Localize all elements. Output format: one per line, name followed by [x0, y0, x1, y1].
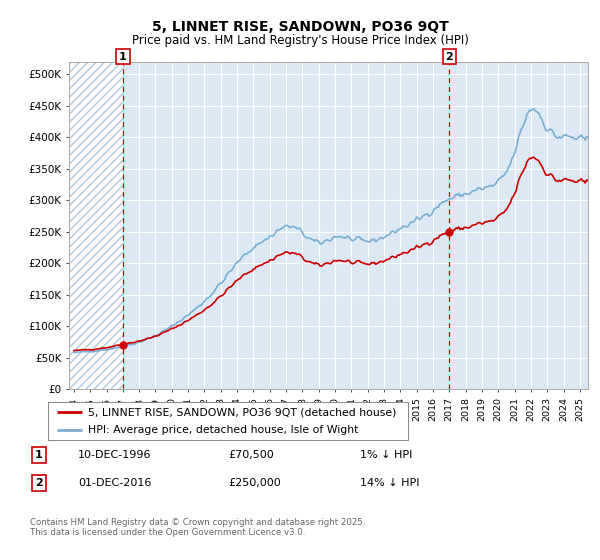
- Text: 1: 1: [119, 52, 127, 62]
- Text: £70,500: £70,500: [228, 450, 274, 460]
- Text: Contains HM Land Registry data © Crown copyright and database right 2025.
This d: Contains HM Land Registry data © Crown c…: [30, 518, 365, 538]
- Text: 2: 2: [445, 52, 453, 62]
- Text: 1: 1: [35, 450, 43, 460]
- Text: 5, LINNET RISE, SANDOWN, PO36 9QT: 5, LINNET RISE, SANDOWN, PO36 9QT: [152, 20, 448, 34]
- Text: 2: 2: [35, 478, 43, 488]
- Text: £250,000: £250,000: [228, 478, 281, 488]
- Bar: [69, 62, 123, 389]
- Text: 01-DEC-2016: 01-DEC-2016: [78, 478, 151, 488]
- Text: Price paid vs. HM Land Registry's House Price Index (HPI): Price paid vs. HM Land Registry's House …: [131, 34, 469, 46]
- Text: HPI: Average price, detached house, Isle of Wight: HPI: Average price, detached house, Isle…: [88, 425, 358, 435]
- Text: 1% ↓ HPI: 1% ↓ HPI: [360, 450, 412, 460]
- Text: 5, LINNET RISE, SANDOWN, PO36 9QT (detached house): 5, LINNET RISE, SANDOWN, PO36 9QT (detac…: [88, 407, 396, 417]
- Text: 10-DEC-1996: 10-DEC-1996: [78, 450, 151, 460]
- Text: 14% ↓ HPI: 14% ↓ HPI: [360, 478, 419, 488]
